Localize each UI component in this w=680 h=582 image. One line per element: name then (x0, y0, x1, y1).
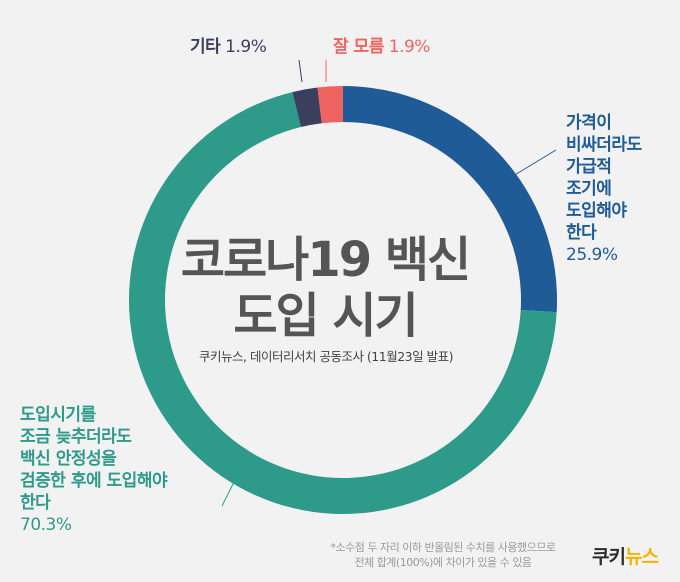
logo-part-1: 쿠키 (592, 546, 626, 568)
donut-slice-early (343, 86, 557, 313)
slice-label-early: 가격이 비싸더라도 가급적 조기에 도입해야 한다 25.9% (566, 112, 642, 266)
slice-label-line: 도입시기를 (20, 405, 96, 425)
source-caption: 쿠키뉴스, 데이터리서치 공동조사 (11월23일 발표) (199, 349, 453, 364)
slice-value-label: 1.9% (383, 37, 431, 57)
slice-label-unknown: 잘 모름 1.9% (333, 36, 430, 58)
slice-label-line: 검증한 후에 도입해야 (20, 471, 168, 491)
slice-value-label: 70.3% (20, 515, 72, 535)
slice-label-line: 도입해야 (566, 201, 627, 221)
footnote: *소수점 두 자리 이하 반올림된 수치를 사용했으므로 전체 합계(100%)… (308, 540, 578, 570)
center-title-line-1: 코로나19 백신 (180, 232, 471, 288)
slice-value-label: 25.9% (566, 245, 618, 265)
leader-line-early (512, 149, 557, 177)
slice-label-other: 기타 1.9% (190, 36, 267, 58)
slice-label-line: 한다 (566, 223, 597, 243)
donut-slice-other (292, 87, 322, 128)
slice-label-line: 조기에 (566, 179, 612, 199)
leader-lines (221, 59, 557, 507)
slice-label-line: 가급적 (566, 157, 612, 177)
leader-line-other (298, 59, 303, 83)
footnote-line-2: 전체 합계(100%)에 차이가 있을 수 있음 (354, 556, 532, 569)
slice-label-line: 한다 (20, 493, 51, 513)
donut-slice-unknown (317, 86, 343, 124)
slice-label-line: 비싸더라도 (566, 135, 642, 155)
logo-part-2: 뉴스 (624, 546, 659, 568)
leader-line-delay (221, 477, 237, 507)
slice-label-text: 기타 (190, 37, 221, 57)
footnote-line-1: *소수점 두 자리 이하 반올림된 수치를 사용했으므로 (330, 541, 557, 554)
slice-label-delay: 도입시기를 조금 늦추더라도 백신 안정성을 검증한 후에 도입해야 한다 70.3% (20, 404, 168, 536)
slice-label-text: 잘 모름 (333, 37, 384, 57)
kuki-news-logo: 쿠키뉴스 (592, 542, 659, 569)
center-title-line-2: 도입 시기 (233, 288, 418, 344)
slice-label-line: 가격이 (566, 113, 612, 133)
slice-label-line: 백신 안정성을 (20, 449, 117, 469)
slice-label-line: 조금 늦추더라도 (20, 427, 132, 447)
donut-slices (129, 86, 557, 514)
slice-value-label: 1.9% (220, 37, 267, 57)
